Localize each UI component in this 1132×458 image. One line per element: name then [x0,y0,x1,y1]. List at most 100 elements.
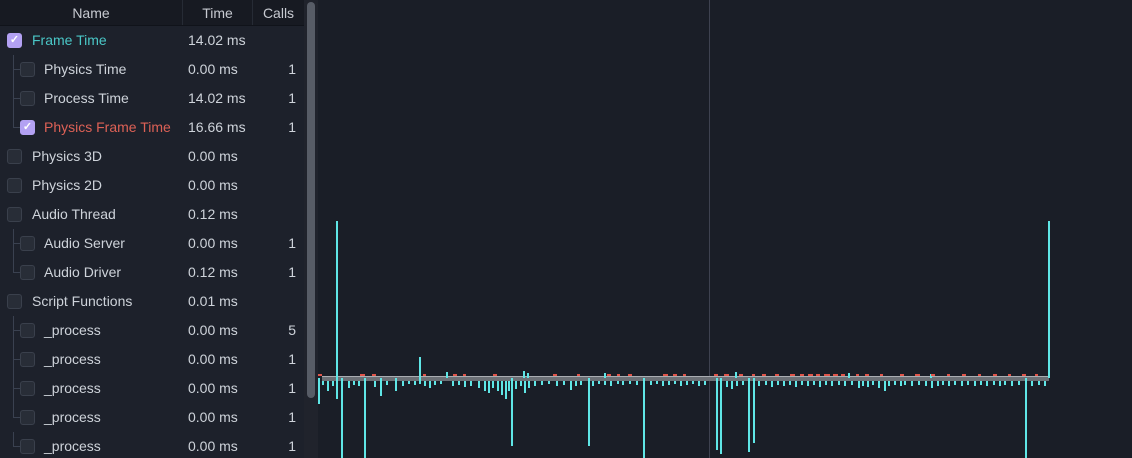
metric-time-value: 16.66 ms [188,119,246,135]
metric-time-value: 0.01 ms [188,293,238,309]
profiler-row[interactable]: Process Time 14.02 ms 1 [0,84,304,113]
metric-checkbox[interactable] [7,294,22,309]
profiler-row[interactable]: _process 0.00 ms 5 [0,316,304,345]
metric-time-value: 14.02 ms [188,90,246,106]
metric-checkbox[interactable] [7,178,22,193]
metric-name-label: _process [44,380,101,396]
metric-checkbox[interactable] [20,381,35,396]
metric-calls-value: 5 [288,322,296,338]
metric-time-value: 0.12 ms [188,206,238,222]
tree-guide-line [13,127,21,128]
metric-name-label: Script Functions [32,293,133,309]
profiler-row[interactable]: Audio Thread 0.12 ms [0,200,304,229]
metric-calls-value: 1 [288,380,296,396]
metric-name-label: Physics Time [44,61,127,77]
frame-time-series-ticks [322,378,1046,399]
metric-time-value: 0.00 ms [188,322,238,338]
metric-calls-value: 1 [288,119,296,135]
profiler-row[interactable]: Audio Driver 0.12 ms 1 [0,258,304,287]
tree-guide-line [13,330,21,331]
metric-name-label: Process Time [44,90,129,106]
metric-checkbox[interactable] [20,352,35,367]
metrics-tree-panel: Name Time Calls ✓ Frame Time 14.02 ms Physi… [0,0,304,458]
metric-checkbox[interactable] [20,91,35,106]
metric-name-label: Physics 3D [32,148,103,164]
metric-name-label: _process [44,351,101,367]
tree-guide-line [13,403,14,418]
metric-time-value: 0.00 ms [188,351,238,367]
metric-time-value: 0.00 ms [188,177,238,193]
metric-checkbox[interactable] [20,265,35,280]
metric-time-value: 0.00 ms [188,61,238,77]
metric-name-label: _process [44,438,101,454]
tree-guide-line [13,446,21,447]
metric-checkbox[interactable] [20,62,35,77]
metric-time-value: 0.00 ms [188,235,238,251]
metric-time-value: 0.00 ms [188,148,238,164]
tree-guide-line [13,98,21,99]
profiler-graph[interactable] [318,0,1132,458]
baseline-band [322,376,1049,381]
metric-time-value: 14.02 ms [188,32,246,48]
metric-checkbox[interactable] [7,149,22,164]
physics-frame-time-series [318,374,1038,376]
metric-name-label: _process [44,409,101,425]
metric-time-value: 0.12 ms [188,264,238,280]
metric-time-value: 0.00 ms [188,380,238,396]
profiler-row[interactable]: _process 0.00 ms 1 [0,345,304,374]
metric-name-label: Audio Server [44,235,125,251]
column-header-calls[interactable]: Calls [252,0,304,25]
metric-calls-value: 1 [288,235,296,251]
profiler-row[interactable]: Physics 2D 0.00 ms [0,171,304,200]
column-header-name[interactable]: Name [72,4,110,21]
metric-time-value: 0.00 ms [188,438,238,454]
frame-graph-svg [318,0,1050,458]
metric-name-label: _process [44,322,101,338]
metric-checkbox[interactable] [7,207,22,222]
profiler-row[interactable]: Physics 3D 0.00 ms [0,142,304,171]
tree-guide-line [13,388,21,389]
metric-checkbox[interactable] [20,236,35,251]
metric-calls-value: 1 [288,61,296,77]
tree-header: Name Time Calls [0,0,304,26]
metrics-rows: ✓ Frame Time 14.02 ms Physics Time 0.00 ms 1 P… [0,26,304,458]
frame-cursor [709,0,710,458]
profiler-row[interactable]: _process 0.00 ms 1 [0,374,304,403]
metric-time-value: 0.00 ms [188,409,238,425]
scrollbar-thumb[interactable] [307,2,315,398]
tree-guide-line [13,359,21,360]
profiler-row[interactable]: Script Functions 0.01 ms [0,287,304,316]
metric-name-label: Frame Time [32,32,107,48]
tree-guide-line [13,258,14,273]
column-header-time[interactable]: Time [182,0,252,25]
tree-guide-line [13,113,14,128]
metric-calls-value: 1 [288,409,296,425]
profiler-row[interactable]: ✓ Physics Frame Time 16.66 ms 1 [0,113,304,142]
profiler-row[interactable]: _process 0.00 ms 1 [0,432,304,458]
metric-calls-value: 1 [288,264,296,280]
metric-calls-value: 1 [288,90,296,106]
profiler-row[interactable]: _process 0.00 ms 1 [0,403,304,432]
metric-checkbox-checked[interactable]: ✓ [20,120,35,135]
metric-checkbox[interactable] [20,439,35,454]
tree-guide-line [13,243,21,244]
profiler-row[interactable]: Audio Server 0.00 ms 1 [0,229,304,258]
metric-name-label: Audio Thread [32,206,116,222]
metric-name-label: Physics 2D [32,177,103,193]
profiler-row[interactable]: Physics Time 0.00 ms 1 [0,55,304,84]
profiler-row[interactable]: ✓ Frame Time 14.02 ms [0,26,304,55]
metric-name-label: Audio Driver [44,264,122,280]
frame-time-series-spikes [318,221,1050,458]
metric-checkbox[interactable] [20,410,35,425]
tree-guide-line [13,432,14,447]
tree-guide-line [13,417,21,418]
tree-guide-line [13,69,21,70]
metric-calls-value: 1 [288,438,296,454]
vertical-scrollbar[interactable] [304,0,318,458]
metric-name-label: Physics Frame Time [44,119,171,135]
metric-checkbox[interactable] [20,323,35,338]
tree-guide-line [13,272,21,273]
metric-calls-value: 1 [288,351,296,367]
metric-checkbox-checked[interactable]: ✓ [7,33,22,48]
